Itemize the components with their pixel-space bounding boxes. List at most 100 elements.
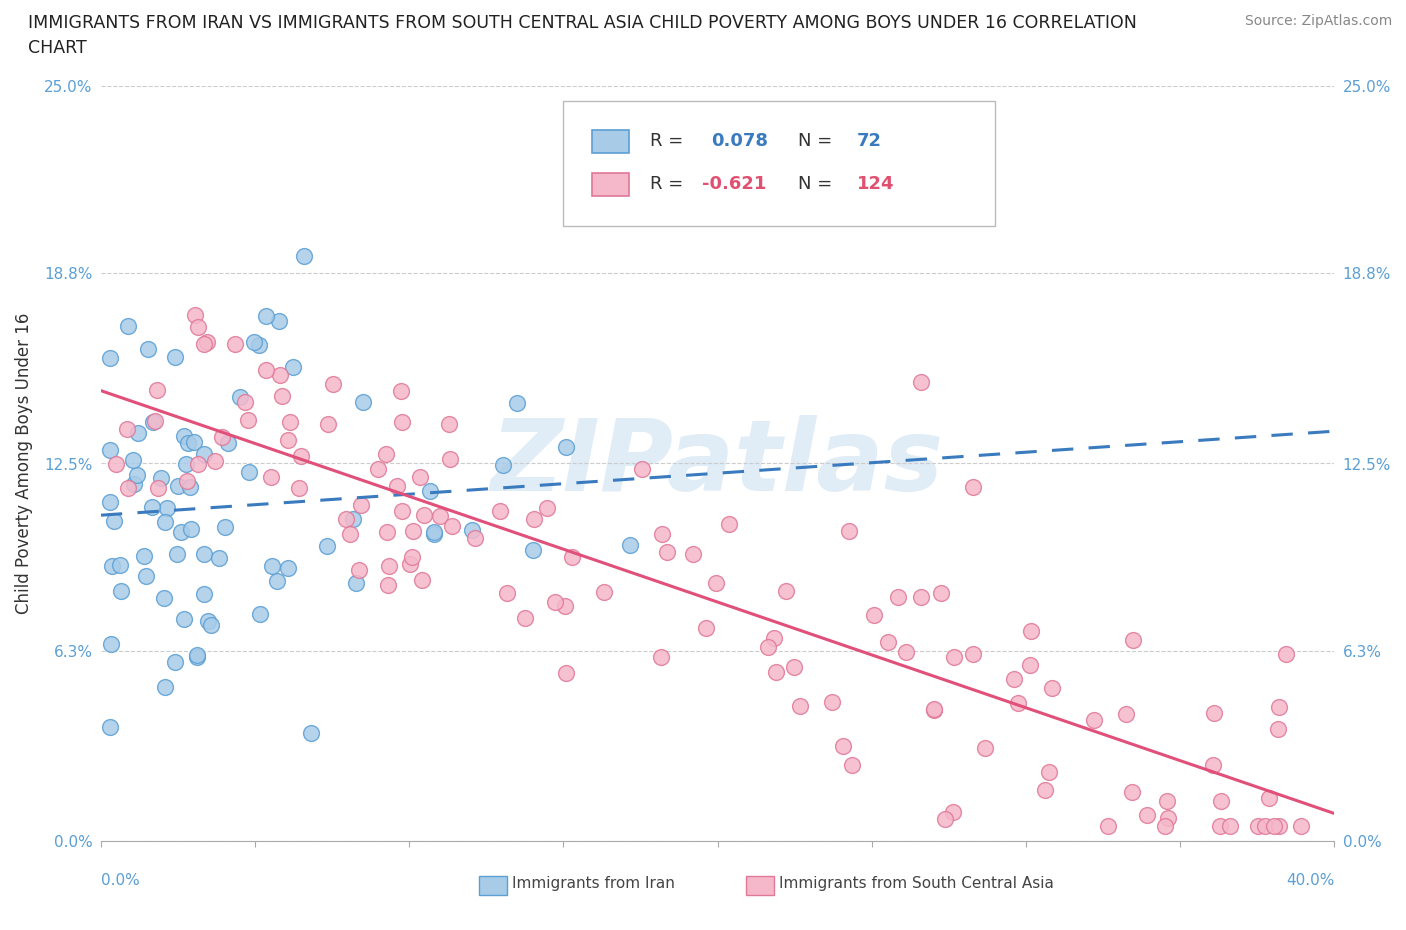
Point [204, 454, 226, 469]
Point [193, 586, 215, 601]
Point [339, 527, 361, 542]
Point [156, 501, 179, 516]
Point [931, 586, 953, 601]
Point [1267, 722, 1289, 737]
Point [315, 538, 337, 553]
Point [838, 524, 860, 538]
Point [1154, 818, 1177, 833]
Point [350, 498, 373, 512]
Point [176, 473, 198, 488]
Point [117, 481, 139, 496]
Point [193, 447, 215, 462]
Point [439, 452, 461, 467]
Point [186, 649, 208, 664]
Point [148, 481, 170, 496]
Point [183, 307, 205, 322]
Point [344, 576, 367, 591]
Point [464, 530, 486, 545]
Point [1258, 791, 1281, 806]
Point [211, 430, 233, 445]
Point [422, 525, 444, 539]
Text: Immigrants from Iran: Immigrants from Iran [512, 876, 675, 891]
Point [962, 647, 984, 662]
Point [1254, 818, 1277, 833]
Point [186, 320, 208, 335]
Point [706, 576, 728, 591]
Point [862, 607, 884, 622]
Point [592, 585, 614, 600]
Point [98, 443, 121, 458]
Point [243, 334, 266, 349]
Point [174, 457, 197, 472]
Point [110, 557, 132, 572]
Text: ZIPatlas: ZIPatlas [491, 415, 943, 512]
Point [183, 434, 205, 449]
Point [942, 804, 965, 819]
Point [1115, 707, 1137, 722]
Point [1040, 681, 1063, 696]
Point [374, 447, 396, 462]
Point [122, 477, 145, 492]
Point [153, 591, 176, 605]
Text: 72: 72 [856, 132, 882, 151]
Point [127, 425, 149, 440]
Point [173, 429, 195, 444]
Text: R =: R = [650, 175, 689, 193]
Point [352, 394, 374, 409]
Point [894, 644, 917, 659]
Y-axis label: Child Poverty Among Boys Under 16: Child Poverty Among Boys Under 16 [15, 312, 32, 614]
Point [266, 574, 288, 589]
Point [173, 612, 195, 627]
Point [375, 525, 398, 540]
Point [1097, 818, 1119, 833]
Point [650, 650, 672, 665]
Point [439, 417, 461, 432]
Point [101, 558, 124, 573]
Point [247, 338, 270, 352]
Point [389, 383, 412, 398]
FancyBboxPatch shape [564, 101, 995, 226]
Point [619, 538, 641, 552]
Point [197, 614, 219, 629]
Point [554, 440, 576, 455]
Point [1202, 758, 1225, 773]
Point [283, 359, 305, 374]
Text: N =: N = [797, 132, 838, 151]
Text: IMMIGRANTS FROM IRAN VS IMMIGRANTS FROM SOUTH CENTRAL ASIA CHILD POVERTY AMONG B: IMMIGRANTS FROM IRAN VS IMMIGRANTS FROM … [28, 14, 1137, 32]
Point [1263, 818, 1285, 833]
Point [495, 586, 517, 601]
Point [127, 467, 149, 482]
Point [142, 415, 165, 430]
Point [98, 351, 121, 365]
Point [249, 606, 271, 621]
Point [238, 465, 260, 480]
Point [554, 599, 576, 614]
Point [1246, 818, 1268, 833]
Point [962, 480, 984, 495]
Point [214, 520, 236, 535]
Point [322, 377, 344, 392]
Point [254, 363, 277, 378]
Text: 40.0%: 40.0% [1286, 873, 1334, 888]
Point [1019, 623, 1042, 638]
Point [163, 350, 186, 365]
Point [155, 515, 177, 530]
Point [399, 556, 422, 571]
Text: 124: 124 [856, 175, 894, 193]
Point [841, 757, 863, 772]
Point [522, 542, 544, 557]
Point [115, 421, 138, 436]
Point [783, 660, 806, 675]
Point [409, 470, 432, 485]
Point [1122, 632, 1144, 647]
Point [1204, 705, 1226, 720]
Point [280, 415, 302, 430]
Point [1157, 810, 1180, 825]
Point [1268, 700, 1291, 715]
Point [762, 631, 785, 645]
Point [103, 513, 125, 528]
Point [150, 471, 173, 485]
Point [765, 664, 787, 679]
Point [177, 436, 200, 451]
Point [1209, 793, 1232, 808]
